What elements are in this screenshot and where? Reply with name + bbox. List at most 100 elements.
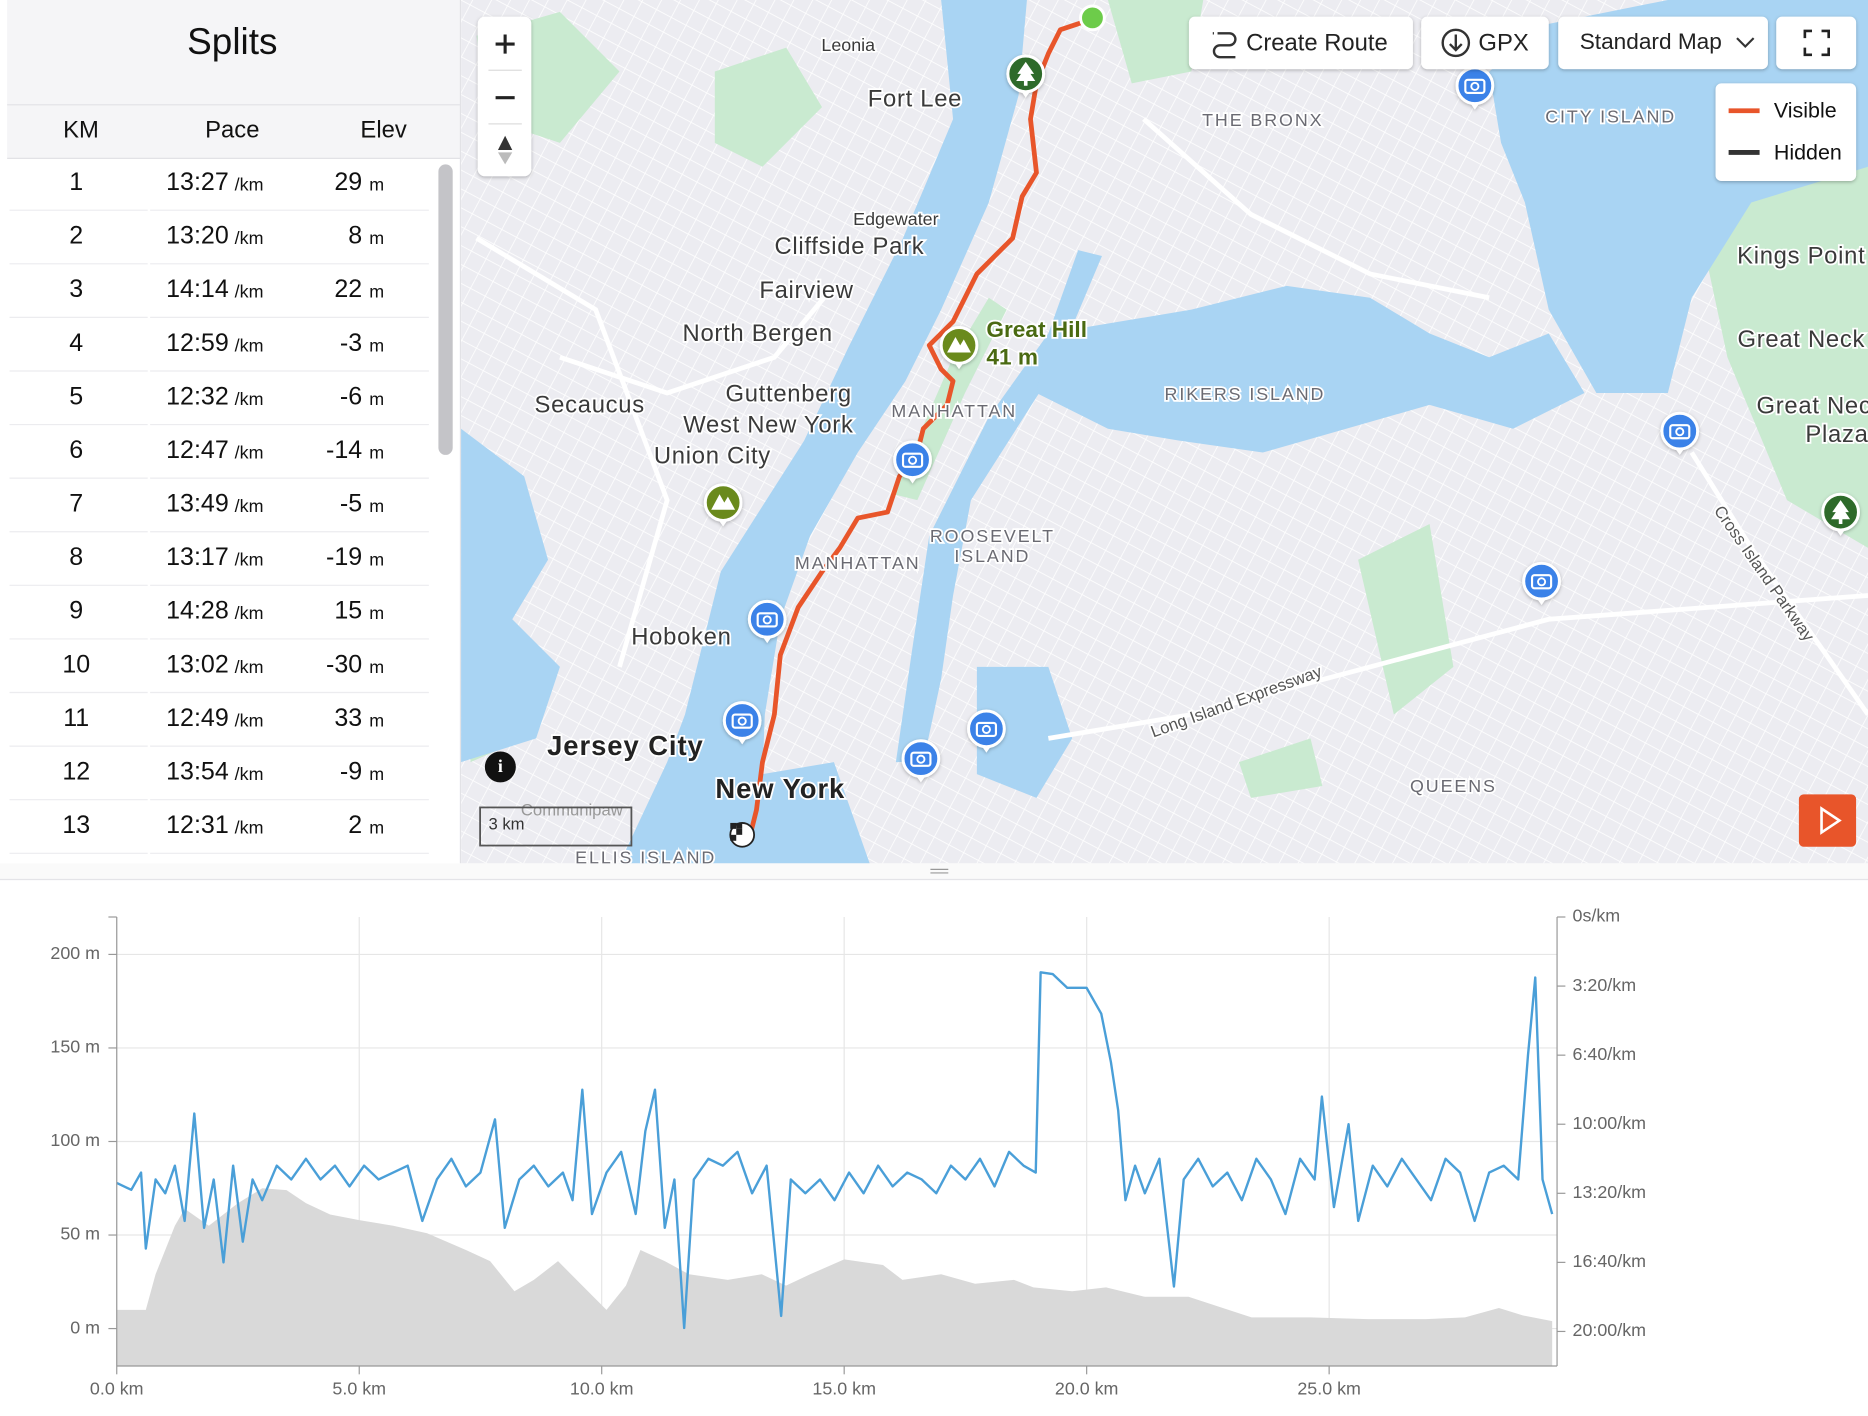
gpx-label[interactable]: GPX [1478, 29, 1528, 56]
create-route-button[interactable] [1188, 16, 1413, 70]
x-tick-label: 10.0 km [570, 1379, 634, 1399]
pace-unit: /km [235, 335, 264, 355]
map-label: QUEENS [1410, 776, 1497, 796]
finish-check [736, 828, 743, 835]
camera-icon [910, 751, 932, 767]
pace-cell: 13:49 [166, 490, 229, 518]
elev-cell: -9 [340, 758, 362, 786]
camera-lens [762, 615, 772, 625]
highway [1142, 117, 1490, 301]
create-route-label[interactable]: Create Route [1246, 29, 1388, 56]
map-label: New York [715, 773, 845, 804]
column-header[interactable]: Pace [205, 116, 259, 143]
map-label: CITY ISLAND [1545, 107, 1676, 127]
map[interactable]: Leonia Fort Lee THE BRONX CITY ISLAND Edgewa… [461, 0, 1868, 867]
map-label: RIKERS ISLAND [1165, 384, 1326, 404]
highway [559, 284, 836, 396]
legend-label: Visible [1774, 99, 1837, 123]
photo-pin[interactable] [1522, 561, 1561, 605]
photo-pin[interactable] [722, 701, 762, 745]
peak-pin[interactable] [939, 326, 979, 370]
pace-cell: 12:31 [166, 811, 229, 839]
km-cell: 5 [69, 382, 83, 410]
pin-body [967, 709, 1006, 749]
photo-pin[interactable] [901, 739, 941, 783]
map-label: Fairview [759, 277, 853, 304]
elev-cell: -6 [340, 382, 362, 410]
pin-body [747, 599, 787, 639]
y-tick-label: 50 m [60, 1224, 100, 1244]
summit-elevation: 41 m [986, 344, 1038, 369]
map-style-button[interactable] [1558, 16, 1768, 70]
x-tick-label: 5.0 km [332, 1379, 386, 1399]
km-cell: 10 [62, 650, 90, 678]
peak-pin[interactable] [703, 483, 743, 527]
compass[interactable] [497, 135, 513, 151]
play-button[interactable] [1798, 794, 1857, 847]
pace-line [116, 971, 1554, 1330]
column-header[interactable]: Elev [360, 116, 406, 143]
map-label: North Bergen [683, 320, 833, 347]
camera-lens [1675, 427, 1685, 437]
y2-tick-label: 13:20/km [1573, 1182, 1646, 1202]
camera-icon [1464, 78, 1486, 94]
pace-cell: 13:20 [166, 222, 229, 250]
camera-lens [1470, 81, 1480, 91]
splitter[interactable] [0, 863, 1868, 881]
bay [461, 428, 560, 763]
park [1238, 738, 1323, 798]
toolbar [1188, 16, 1857, 182]
km-cell: 12 [62, 758, 90, 786]
pace-unit: /km [235, 228, 264, 248]
finish-marker [729, 822, 756, 848]
compass-south [497, 152, 513, 165]
y-tick-label: 0 m [70, 1317, 100, 1337]
highway [475, 236, 670, 668]
elev-unit: m [369, 442, 384, 462]
km-cell: 9 [69, 597, 83, 625]
info-button[interactable] [484, 751, 516, 783]
rows: 1 13:27/km 29 m2 13:20/km 8 m3 14:14/km 22 m4 12:5… [9, 168, 429, 854]
y2-tick-label: 16:40/km [1573, 1251, 1646, 1271]
map-label: Union City [654, 443, 771, 470]
scrollbar[interactable] [438, 164, 453, 455]
map-label: Cliffside Park [774, 233, 924, 260]
fullscreen-button[interactable] [1776, 16, 1857, 70]
photo-pin[interactable] [967, 709, 1006, 753]
y2-tick-label: 20:00/km [1573, 1320, 1646, 1340]
map-label: Communipaw [521, 800, 624, 819]
finish-check [736, 822, 743, 829]
route [748, 15, 1097, 837]
y-tick-label: 150 m [50, 1037, 100, 1057]
legend-label: Hidden [1774, 140, 1842, 164]
pace-unit: /km [235, 442, 264, 462]
camera-icon [901, 452, 924, 468]
zoom-in[interactable] [495, 34, 515, 54]
elev-unit: m [369, 335, 384, 355]
finish-check [730, 834, 737, 841]
km-cell: 13 [62, 811, 90, 839]
highways [475, 117, 1868, 741]
photo-pin[interactable] [893, 440, 932, 484]
pace-unit: /km [235, 496, 264, 516]
pace-unit: /km [235, 764, 264, 784]
map-style-label[interactable]: Standard Map [1580, 29, 1722, 54]
tree-pin[interactable] [1006, 54, 1046, 98]
pace-unit: /km [235, 657, 264, 677]
y2-tick-label: 3:20/km [1573, 975, 1637, 995]
elev-cell: 2 [348, 811, 362, 839]
elev-unit: m [369, 389, 384, 409]
summit-name: Great Hill [986, 317, 1087, 342]
pin-body [1660, 411, 1700, 451]
splitter-handle[interactable] [930, 868, 949, 874]
camera-lens [737, 716, 747, 726]
tree-pin[interactable] [1821, 492, 1860, 536]
fullscreen-icon [1803, 29, 1830, 57]
elevation-area [116, 1188, 1553, 1366]
photo-pin[interactable] [1660, 411, 1700, 455]
pin-body [901, 739, 941, 778]
column-header[interactable]: KM [63, 116, 99, 143]
photo-pin[interactable] [747, 599, 787, 644]
map-label: ISLAND [954, 546, 1030, 566]
elevation-pace-chart: 0.0 km 5.0 km 10.0 km 15.0 km 20.0 km 25.0 km… [50, 906, 1646, 1399]
